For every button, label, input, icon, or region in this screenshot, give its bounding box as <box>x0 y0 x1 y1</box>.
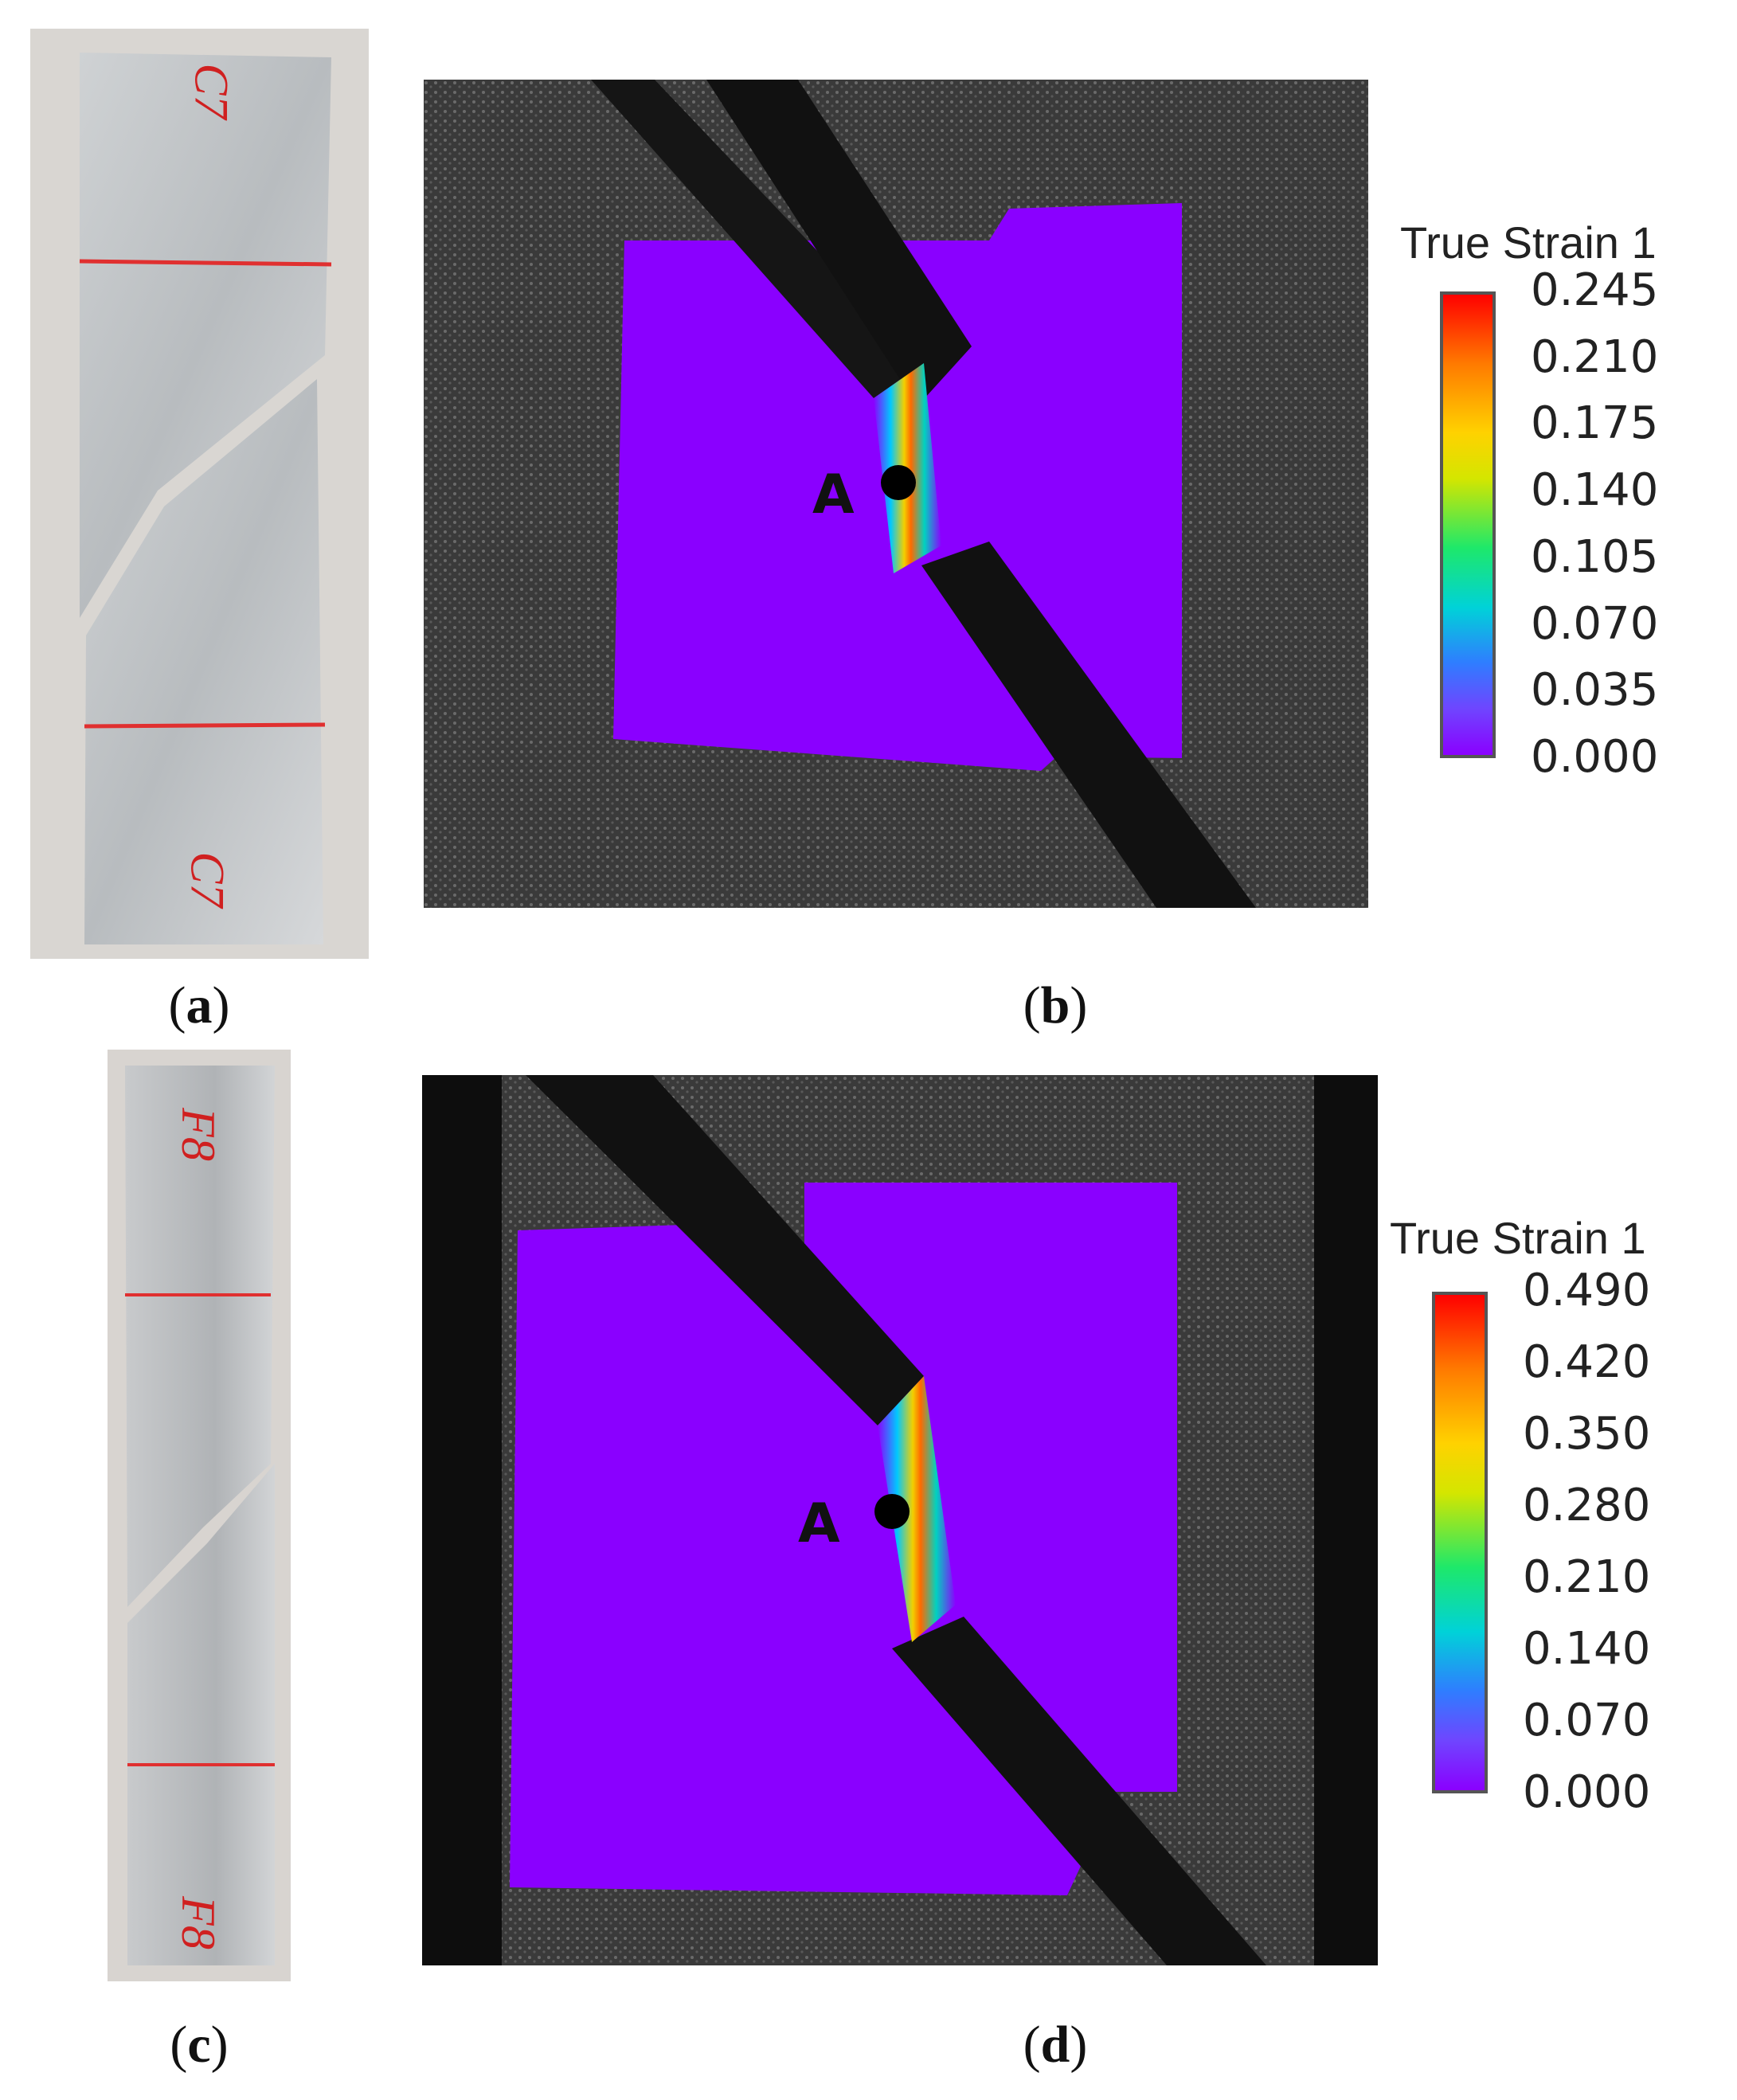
point-a-marker <box>881 465 916 500</box>
caption-paren-open: ( <box>168 976 186 1034</box>
caption-paren-open: ( <box>1023 2016 1041 2074</box>
caption-letter: a <box>186 976 213 1034</box>
colorbar-tick-label: 0.070 <box>1523 1695 1651 1746</box>
colorbar-tick-label: 0.000 <box>1523 1766 1651 1818</box>
colorbar <box>1432 1292 1488 1793</box>
caption-a: (a) <box>119 976 279 1036</box>
caption-paren-close: ) <box>212 976 230 1034</box>
specimen-photo-c7 <box>30 29 369 959</box>
colorbar-tick-label: 0.000 <box>1531 731 1659 783</box>
caption-letter: c <box>187 2016 211 2074</box>
caption-paren-open: ( <box>1023 976 1041 1034</box>
specimen-label-bottom: F8 <box>171 1896 225 1949</box>
colorbar-tick-label: 0.350 <box>1523 1408 1651 1460</box>
colorbar-title: True Strain 1 <box>1400 217 1657 268</box>
specimen-label-top: C7 <box>185 63 238 119</box>
colorbar-tick-label: 0.175 <box>1531 397 1659 450</box>
colorbar-tick-label: 0.280 <box>1523 1480 1651 1531</box>
caption-paren-open: ( <box>170 2016 188 2074</box>
caption-letter: b <box>1040 976 1070 1034</box>
specimen-label-top: F8 <box>171 1108 225 1161</box>
colorbar-tick-label: 0.490 <box>1523 1265 1651 1316</box>
colorbar-tick-label: 0.420 <box>1523 1336 1651 1388</box>
colorbar-tick-label: 0.140 <box>1531 464 1659 517</box>
caption-c: (c) <box>119 2015 279 2075</box>
point-a-label: A <box>812 463 855 526</box>
caption-d: (d) <box>976 2015 1135 2075</box>
colorbar-title: True Strain 1 <box>1390 1213 1646 1263</box>
caption-paren-close: ) <box>210 2016 229 2074</box>
colorbar-tick-label: 0.210 <box>1531 330 1659 383</box>
colorbar-tick-label: 0.035 <box>1531 664 1659 717</box>
caption-letter: d <box>1040 2016 1070 2074</box>
specimen-label-bottom: C7 <box>181 851 234 908</box>
colorbar-tick-label: 0.105 <box>1531 530 1659 583</box>
colorbar-tick-label: 0.210 <box>1523 1551 1651 1603</box>
colorbar-tick-label: 0.140 <box>1523 1623 1651 1675</box>
caption-paren-close: ) <box>1070 976 1088 1034</box>
colorbar-tick-label: 0.070 <box>1531 597 1659 650</box>
point-a-marker <box>874 1494 910 1529</box>
caption-b: (b) <box>976 976 1135 1036</box>
point-a-label: A <box>798 1492 840 1555</box>
caption-paren-close: ) <box>1070 2016 1088 2074</box>
colorbar-tick-label: 0.245 <box>1531 264 1659 316</box>
colorbar <box>1440 291 1496 758</box>
specimen-photo-f8 <box>108 1050 291 1981</box>
